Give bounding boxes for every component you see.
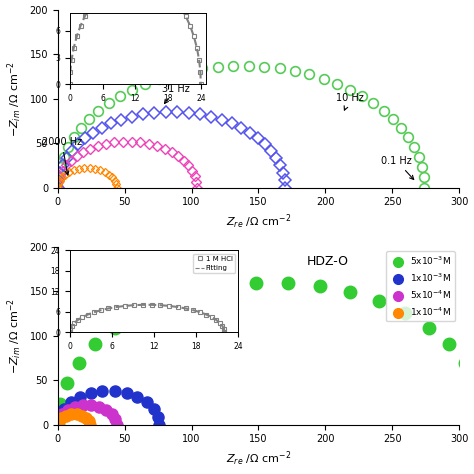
Y-axis label: $-Z_{im}$ /$\Omega$ cm$^{-2}$: $-Z_{im}$ /$\Omega$ cm$^{-2}$: [6, 61, 24, 137]
Text: 10 Hz: 10 Hz: [336, 93, 364, 110]
Text: 2000 Hz: 2000 Hz: [42, 137, 82, 175]
X-axis label: $Z_{re}$ /$\Omega$ cm$^{-2}$: $Z_{re}$ /$\Omega$ cm$^{-2}$: [226, 213, 291, 231]
Text: 0.1 Hz: 0.1 Hz: [381, 155, 414, 180]
Legend: 5x10$^{-3}$M, 1x10$^{-3}$M, 5x10$^{-4}$M, 1x10$^{-4}$M: 5x10$^{-3}$M, 1x10$^{-3}$M, 5x10$^{-4}$M…: [386, 251, 455, 321]
Text: HDZ-O: HDZ-O: [307, 255, 349, 268]
Y-axis label: $-Z_{im}$ /$\Omega$ cm$^{-2}$: $-Z_{im}$ /$\Omega$ cm$^{-2}$: [6, 298, 24, 374]
Text: 31 Hz: 31 Hz: [162, 83, 190, 103]
X-axis label: $Z_{re}$ /$\Omega$ cm$^{-2}$: $Z_{re}$ /$\Omega$ cm$^{-2}$: [226, 450, 291, 468]
